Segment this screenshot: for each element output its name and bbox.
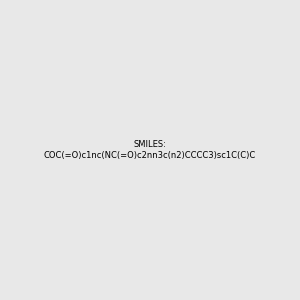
Text: SMILES:
COC(=O)c1nc(NC(=O)c2nn3c(n2)CCCC3)sc1C(C)C: SMILES: COC(=O)c1nc(NC(=O)c2nn3c(n2)CCCC… (44, 140, 256, 160)
